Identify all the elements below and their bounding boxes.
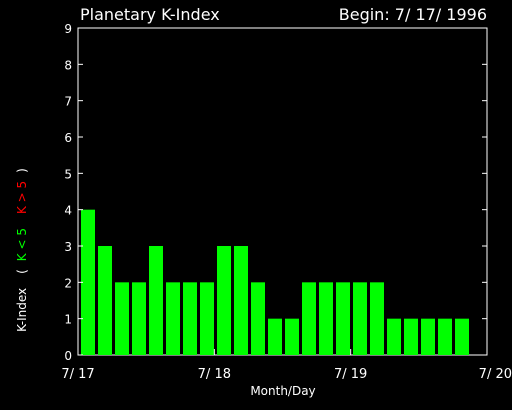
x-tick-label: 7/ 18 <box>198 367 231 382</box>
bar <box>166 282 180 355</box>
y-tick-label: 4 <box>64 204 72 218</box>
begin-date: Begin: 7/ 17/ 1996 <box>339 5 487 24</box>
bar <box>234 246 248 355</box>
bar <box>268 318 282 355</box>
bar <box>387 318 401 355</box>
legend-open-paren: ( <box>15 269 29 274</box>
bar <box>455 318 469 355</box>
bar <box>149 246 163 355</box>
x-tick-label: 7/ 19 <box>334 367 367 382</box>
x-tick-label: 7/ 20 <box>479 367 512 382</box>
bar <box>200 282 214 355</box>
x-axis: 7/ 17 7/ 18 7/ 19 7/ 20 <box>61 349 512 382</box>
legend-close-paren: ) <box>15 168 29 173</box>
y-tick-label: 7 <box>64 95 72 109</box>
bar <box>183 282 197 355</box>
chart-title: Planetary K-Index <box>80 5 220 24</box>
bar <box>438 318 452 355</box>
y-tick-label: 2 <box>64 276 72 290</box>
y-tick-label: 8 <box>64 58 72 72</box>
bar <box>404 318 418 355</box>
legend-storm-label: K > 5 <box>15 181 29 214</box>
y-axis-title: K-Index ( K < 5 K > 5) <box>15 168 29 332</box>
bar <box>302 282 316 355</box>
bar <box>353 282 367 355</box>
x-tick-label: 7/ 17 <box>61 367 94 382</box>
x-axis-title: Month/Day <box>250 384 315 398</box>
bar <box>319 282 333 355</box>
bar <box>285 318 299 355</box>
bar <box>251 282 265 355</box>
bar <box>81 209 95 355</box>
y-tick-label: 9 <box>64 22 72 36</box>
y-tick-label: 1 <box>64 313 72 327</box>
bar <box>98 246 112 355</box>
y-tick-label: 0 <box>64 349 72 363</box>
bar <box>370 282 384 355</box>
y-tick-label: 3 <box>64 240 72 254</box>
bars-group <box>81 209 469 355</box>
y-tick-label: 6 <box>64 131 72 145</box>
y-tick-label: 5 <box>64 167 72 181</box>
bar <box>421 318 435 355</box>
bar <box>132 282 146 355</box>
y-axis: 0 1 2 3 4 5 6 7 8 9 <box>64 22 487 363</box>
legend-quiet-label: K < 5 <box>15 228 29 261</box>
bar <box>217 246 231 355</box>
y-axis-label: K-Index <box>15 288 29 332</box>
plot-frame <box>77 27 488 356</box>
bar <box>115 282 129 355</box>
bar <box>336 282 350 355</box>
